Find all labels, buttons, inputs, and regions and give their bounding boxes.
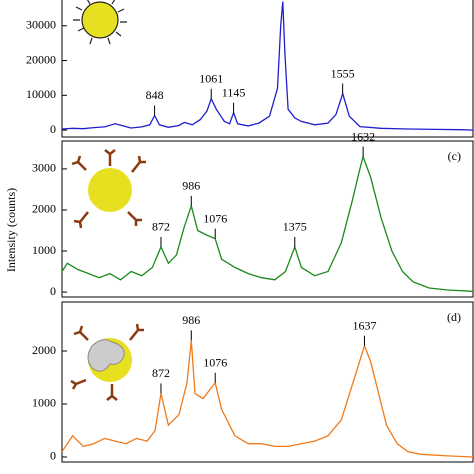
- y-tick-label: 30000: [26, 18, 56, 32]
- peak-label: 1555: [331, 66, 355, 80]
- peak-label: 1061: [199, 72, 223, 86]
- y-tick-label: 0: [50, 122, 56, 136]
- peak-label: 1637: [352, 318, 376, 332]
- peak-label: 986: [182, 179, 200, 193]
- panel-frame: [61, 0, 474, 138]
- peak-label: 1375: [283, 220, 307, 234]
- y-tick-label: 1000: [32, 243, 56, 257]
- y-tick-label: 20000: [26, 52, 56, 66]
- icon-particle-2: [71, 149, 146, 229]
- panel-frame: [61, 301, 474, 463]
- y-tick-label: 1000: [32, 396, 56, 410]
- peak-label: 872: [152, 366, 170, 380]
- spectrum-line: [61, 340, 474, 458]
- spectrum-line: [61, 154, 474, 292]
- icon-particle-3: [70, 323, 144, 401]
- panel-label: (d): [447, 310, 461, 324]
- spectrum-line: [61, 1, 474, 131]
- y-tick-label: 10000: [26, 87, 56, 101]
- panel-label: (c): [448, 149, 461, 163]
- y-tick-label: 3000: [32, 161, 56, 175]
- peak-label: 1076: [203, 356, 227, 370]
- icon-particle-1: [73, 0, 127, 45]
- peak-label: 1632: [351, 129, 375, 143]
- peak-label: 1145: [222, 85, 246, 99]
- peak-label: 848: [146, 88, 164, 102]
- panel-frame: [61, 140, 474, 298]
- y-tick-label: 0: [50, 284, 56, 298]
- y-axis-label: Intensity (counts): [4, 188, 18, 272]
- y-tick-label: 2000: [32, 343, 56, 357]
- peak-label: 1076: [203, 211, 227, 225]
- peak-label: 986: [182, 313, 200, 327]
- y-tick-label: 2000: [32, 202, 56, 216]
- y-tick-label: 0: [50, 449, 56, 463]
- peak-label: 872: [152, 220, 170, 234]
